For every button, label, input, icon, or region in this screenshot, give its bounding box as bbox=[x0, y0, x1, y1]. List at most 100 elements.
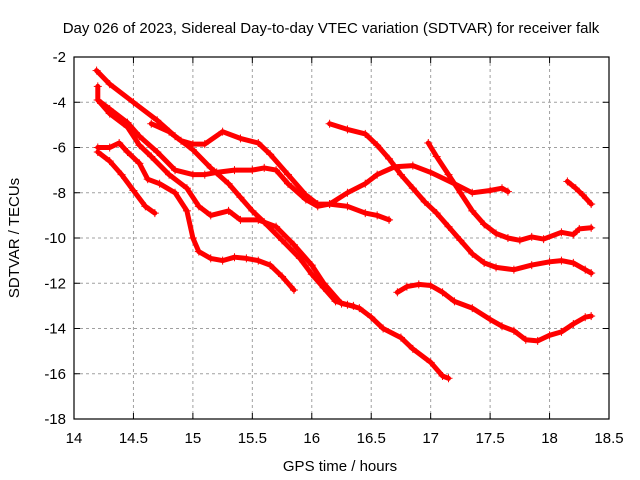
data-point bbox=[188, 234, 197, 242]
data-point bbox=[545, 257, 554, 266]
data-point bbox=[143, 175, 152, 184]
data-point bbox=[385, 154, 394, 163]
data-point bbox=[498, 184, 506, 193]
data-point bbox=[266, 150, 275, 159]
data-point bbox=[165, 127, 174, 136]
data-point bbox=[105, 157, 114, 166]
data-point bbox=[135, 132, 144, 141]
data-point bbox=[266, 261, 275, 270]
data-point bbox=[182, 184, 191, 193]
data-point bbox=[92, 66, 101, 75]
data-point bbox=[129, 186, 138, 195]
data-point bbox=[349, 301, 358, 310]
y-tick-label: -14 bbox=[44, 321, 66, 338]
data-point bbox=[147, 119, 156, 128]
series-track-10 bbox=[563, 177, 596, 209]
data-point bbox=[135, 141, 144, 150]
data-point bbox=[236, 134, 245, 143]
data-point bbox=[373, 141, 382, 150]
data-point bbox=[468, 304, 477, 313]
data-point bbox=[355, 304, 364, 313]
series-line bbox=[95, 97, 356, 309]
data-point bbox=[424, 138, 433, 147]
data-point bbox=[557, 256, 566, 265]
data-point bbox=[236, 193, 245, 202]
data-point bbox=[123, 123, 132, 132]
series-track-5 bbox=[93, 138, 298, 295]
data-point bbox=[498, 322, 506, 331]
y-axis-label: SDTVAR / TECUs bbox=[6, 178, 23, 298]
data-point bbox=[426, 358, 435, 367]
data-point bbox=[373, 211, 382, 220]
x-axis-label: GPS time / hours bbox=[283, 458, 397, 475]
data-point bbox=[337, 299, 346, 308]
data-point bbox=[93, 95, 102, 104]
data-point bbox=[117, 170, 126, 179]
series-line bbox=[95, 149, 158, 216]
data-point bbox=[147, 152, 156, 161]
data-point bbox=[379, 324, 388, 333]
data-point bbox=[393, 288, 402, 297]
data-point bbox=[343, 125, 352, 134]
data-point bbox=[480, 258, 489, 267]
data-point bbox=[438, 372, 447, 381]
data-point bbox=[408, 344, 417, 353]
data-point bbox=[319, 279, 328, 288]
y-tick-label: -16 bbox=[44, 366, 66, 383]
data-point bbox=[123, 148, 132, 157]
data-point bbox=[236, 215, 245, 224]
x-tick-label: 15 bbox=[185, 430, 202, 447]
data-point bbox=[105, 109, 114, 118]
data-point bbox=[438, 288, 447, 297]
data-point bbox=[509, 326, 518, 335]
data-point bbox=[587, 312, 596, 321]
data-point bbox=[254, 256, 263, 265]
x-tick-label: 17 bbox=[422, 430, 439, 447]
data-point bbox=[396, 333, 405, 342]
data-point bbox=[194, 202, 203, 211]
data-point bbox=[105, 80, 114, 89]
data-point bbox=[587, 269, 596, 278]
series-track-8 bbox=[424, 138, 596, 245]
data-point bbox=[135, 159, 144, 168]
data-point bbox=[515, 236, 524, 245]
data-point bbox=[503, 234, 512, 242]
data-point bbox=[527, 261, 536, 270]
series-line bbox=[394, 281, 594, 344]
data-point bbox=[254, 138, 263, 147]
y-tick-label: -6 bbox=[53, 140, 66, 157]
data-point bbox=[153, 116, 162, 125]
series bbox=[92, 66, 596, 383]
data-point bbox=[230, 166, 239, 175]
data-point bbox=[456, 188, 465, 197]
data-point bbox=[218, 256, 227, 265]
data-point bbox=[188, 140, 197, 149]
data-point bbox=[200, 140, 209, 149]
data-point bbox=[402, 282, 411, 291]
data-point bbox=[575, 224, 584, 233]
data-point bbox=[367, 313, 376, 322]
data-point bbox=[444, 374, 453, 383]
x-tick-labels: 14 14.5 15 15.5 16 16.5 17 17.5 18 18.5 bbox=[66, 430, 624, 447]
data-point bbox=[414, 280, 423, 289]
data-point bbox=[396, 170, 405, 179]
data-point bbox=[284, 179, 292, 188]
y-tick-label: -2 bbox=[53, 49, 66, 66]
x-tick-label: 14 bbox=[66, 430, 83, 447]
data-point bbox=[426, 281, 435, 290]
data-point bbox=[569, 319, 578, 328]
data-point bbox=[450, 297, 459, 306]
data-point bbox=[212, 168, 221, 177]
data-point bbox=[200, 170, 209, 179]
data-point bbox=[509, 265, 518, 274]
data-point bbox=[343, 202, 352, 211]
data-point bbox=[468, 206, 477, 215]
data-point bbox=[93, 148, 102, 157]
x-tick-label: 17.5 bbox=[476, 430, 505, 447]
data-point bbox=[278, 236, 287, 245]
chart-title: Day 026 of 2023, Sidereal Day-to-day VTE… bbox=[63, 20, 600, 37]
y-tick-label: -8 bbox=[53, 185, 66, 202]
data-point bbox=[492, 229, 501, 238]
data-point bbox=[206, 163, 215, 172]
